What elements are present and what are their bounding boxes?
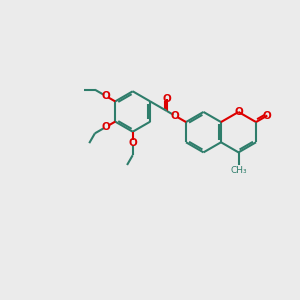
Text: O: O [171,111,180,121]
Text: O: O [101,122,110,132]
Text: CH₃: CH₃ [230,166,247,175]
Text: O: O [263,110,272,121]
Text: O: O [234,107,243,117]
Text: O: O [128,138,137,148]
Text: O: O [163,94,171,103]
Text: O: O [101,91,110,101]
